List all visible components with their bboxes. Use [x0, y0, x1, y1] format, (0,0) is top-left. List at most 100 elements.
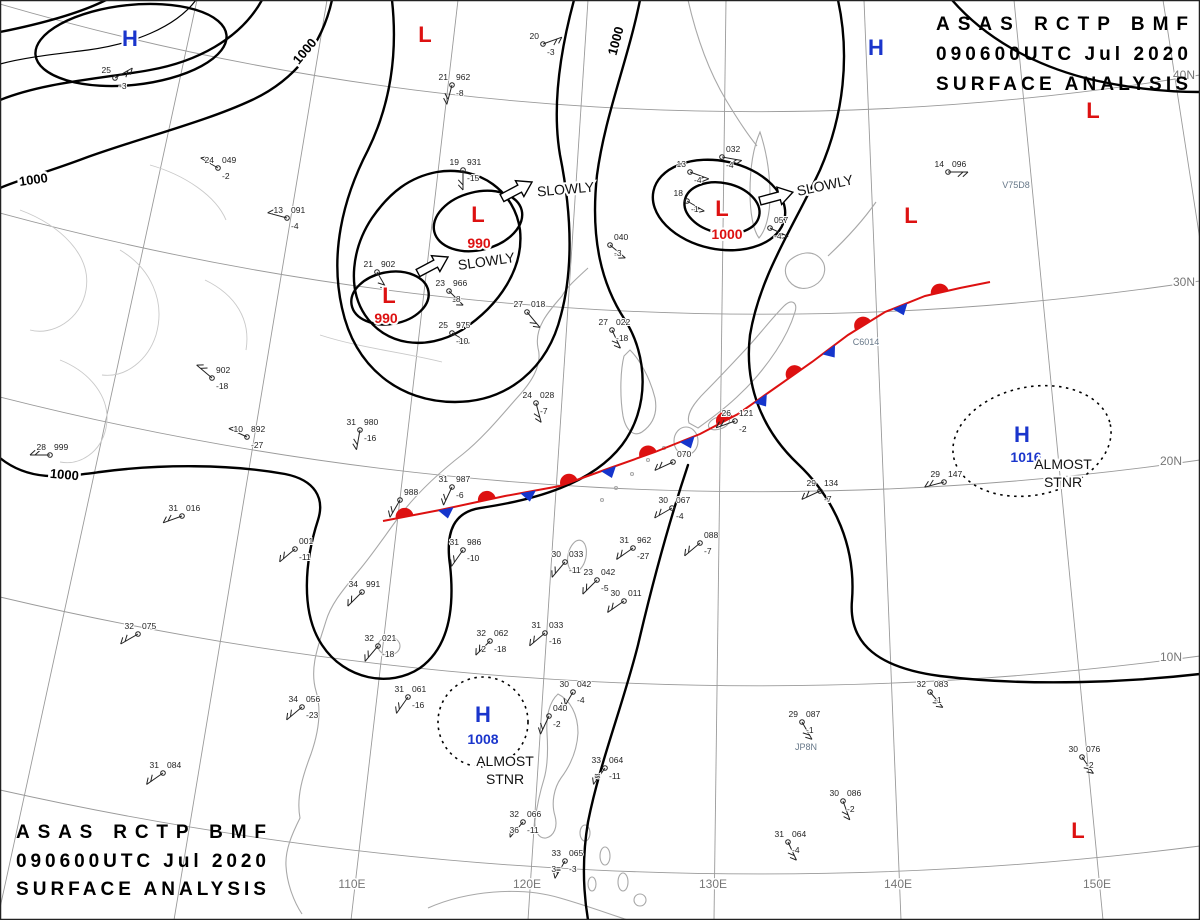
station-pressure: 056: [306, 694, 320, 704]
wind-barb-feather: [233, 428, 241, 432]
wind-barb-feather: [805, 490, 810, 498]
station-temp: 27: [514, 299, 524, 309]
wind-barb-feather: [613, 344, 621, 349]
wind-barb-feather: [450, 559, 453, 567]
wind-barb-feather: [377, 282, 385, 286]
wind-barb: [787, 841, 797, 861]
isobar-low-990a: [432, 189, 524, 253]
station-plot: 29 087 -1: [788, 708, 821, 740]
warm-front-symbol: [785, 365, 803, 380]
wind-barb-feather: [440, 498, 445, 506]
station-plot: 32 021 -18: [364, 632, 397, 662]
station-plot: 32 083 -1: [916, 678, 949, 708]
station-circle: [449, 330, 455, 336]
station-dewpoint: -3: [569, 864, 577, 874]
title-line-1: ASAS RCTP BMF: [936, 14, 1188, 35]
station-pressure: 033: [569, 549, 583, 559]
wind-barb-feather: [560, 702, 564, 710]
station-circle: [487, 638, 493, 644]
station-plot: 32 066 -11 36: [509, 808, 542, 838]
station-temp: 31: [775, 829, 785, 839]
warm-front-symbol: [715, 411, 733, 426]
station-dewpoint: -11: [569, 565, 581, 575]
wind-barb-feather: [932, 702, 940, 704]
station-temp: 31: [450, 537, 460, 547]
wind-barb: [542, 36, 562, 45]
wind-barb-feather: [594, 773, 597, 781]
coastline-ryukyu: [613, 485, 619, 491]
station-plot: 24 049 -2: [200, 154, 237, 182]
pressure-system-L: L 990: [465, 200, 493, 253]
station-pressure: 028: [540, 390, 554, 400]
station-temp: 10: [234, 424, 244, 434]
terrain-line: [319, 334, 443, 363]
station-dewpoint: -1: [806, 725, 814, 735]
terrain-contours: [19, 164, 443, 464]
station-extra: 3≡: [551, 864, 561, 874]
station-pressure: 065: [569, 848, 583, 858]
coastline-china-indochina: [285, 267, 589, 915]
coastline-korea: [620, 349, 657, 435]
station-dewpoint: -27: [251, 440, 264, 450]
coastline-taiwan: [567, 539, 587, 573]
station-pressure: 962: [637, 535, 651, 545]
wind-barb-feather: [286, 712, 289, 720]
coastline-hokkaido: [784, 252, 826, 289]
station-plot: 31 084: [146, 759, 182, 785]
wind-barb-feather: [658, 461, 663, 469]
pressure-letter: H: [475, 702, 491, 727]
wind-barb-feather: [200, 155, 208, 159]
cold-front-symbol: [753, 393, 767, 407]
wind-barb-feather: [929, 479, 934, 487]
station-dewpoint: -1: [691, 204, 699, 214]
station-temp: 27: [599, 317, 609, 327]
station-id: JP8N: [795, 742, 817, 752]
station-temp: 31: [439, 474, 449, 484]
station-dewpoint: -3: [119, 81, 127, 91]
warm-front-symbol: [930, 283, 949, 295]
coastline-kyushu: [673, 426, 699, 456]
station-plot: 30 086 -2: [829, 787, 862, 821]
station-plot: 25 -3: [101, 64, 133, 92]
station-dewpoint: -4: [676, 511, 684, 521]
wind-barb: [616, 547, 634, 560]
station-id: C6014: [853, 337, 880, 347]
station-dewpoint: -4: [291, 221, 299, 231]
station-temp: 30: [830, 788, 840, 798]
station-circle: [446, 288, 452, 294]
station-plot: 18 -1: [673, 187, 705, 215]
station-temp: 26: [722, 408, 732, 418]
pressure-system-L: L: [1069, 816, 1086, 845]
station-plot: 902 -18: [196, 364, 231, 392]
station-pressure: 147: [948, 469, 962, 479]
wind-barb-feather: [592, 777, 595, 785]
wind-barb: [562, 691, 574, 710]
annotation-layer: SLOWLY SLOWLY SLOWLY ALMOST STNR ALMOST STNR: [415, 169, 1094, 789]
parallel-line: [0, 3, 1200, 113]
station-dewpoint: -2: [222, 171, 230, 181]
coastline-island: [599, 846, 611, 866]
station-plot: 057 -4: [767, 214, 789, 242]
station-temp: 29: [807, 478, 817, 488]
coastline-kuril: [827, 201, 877, 257]
station-plot: 24 028 -7: [522, 389, 555, 423]
station-dewpoint: -6: [456, 490, 464, 500]
meridian-line: [863, 0, 902, 920]
title-line-2: 090600UTC Jul 2020: [936, 44, 1188, 65]
station-circle: [785, 839, 791, 845]
wind-barb: [376, 271, 388, 290]
pressure-letter: L: [471, 202, 484, 227]
station-pressure: 032: [726, 144, 740, 154]
station-pressure: 033: [549, 620, 563, 630]
station-temp: 34: [289, 694, 299, 704]
wind-barb: [801, 721, 813, 740]
station-pressure: 087: [806, 709, 820, 719]
stnr-circle-1016: [952, 384, 1112, 498]
wind-barb-feather: [1086, 771, 1094, 774]
isobar-right-big: [747, 0, 1200, 684]
meridian-line: [713, 0, 727, 920]
wind-barb: [120, 633, 139, 645]
station-pressure: 096: [952, 159, 966, 169]
station-plot: 27 018: [513, 298, 546, 328]
